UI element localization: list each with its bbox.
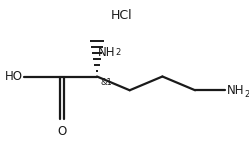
Text: 2: 2	[244, 90, 249, 99]
Text: HCl: HCl	[110, 9, 132, 22]
Text: 2: 2	[116, 48, 121, 57]
Text: O: O	[57, 125, 66, 138]
Text: NH: NH	[98, 46, 116, 59]
Text: HO: HO	[5, 70, 23, 83]
Text: NH: NH	[227, 84, 244, 97]
Text: &1: &1	[101, 78, 112, 87]
